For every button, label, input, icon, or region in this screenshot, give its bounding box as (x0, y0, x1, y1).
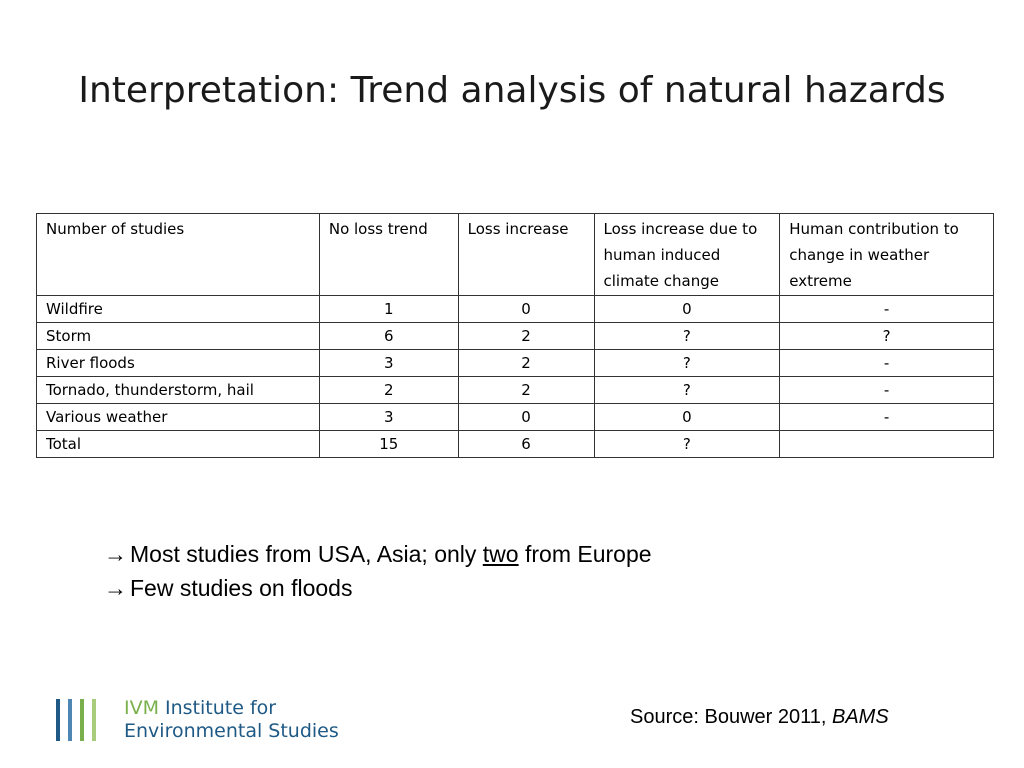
table-cell: ? (593, 349, 781, 377)
logo-bar (68, 699, 72, 741)
header-cell: No loss trend (318, 213, 459, 296)
table-cell: 15 (318, 430, 459, 458)
table-total-row: Total 15 6 ? (36, 430, 994, 458)
bullet-list: → Most studies from USA, Asia; only two f… (104, 537, 652, 605)
table-cell: - (779, 295, 994, 323)
logo-bar (56, 699, 60, 741)
table-cell: 6 (457, 430, 595, 458)
header-cell: Human contribution to change in weather … (779, 213, 994, 296)
table-row: Wildfire 1 0 0 - (36, 295, 994, 323)
table-cell: ? (593, 322, 781, 350)
bullet-text: Most studies from USA, Asia; only (130, 541, 483, 567)
table-row: Tornado, thunderstorm, hail 2 2 ? - (36, 376, 994, 404)
table-cell: 0 (457, 295, 595, 323)
bullet-item: → Most studies from USA, Asia; only two f… (104, 537, 652, 571)
table-cell: 2 (457, 349, 595, 377)
table-cell: 2 (318, 376, 459, 404)
table-row: River floods 3 2 ? - (36, 349, 994, 377)
logo-line1: Institute for (165, 697, 277, 719)
row-label: Tornado, thunderstorm, hail (36, 376, 320, 404)
source-prefix: Source: Bouwer 2011, (630, 706, 832, 728)
row-label: Total (36, 430, 320, 458)
row-label: Storm (36, 322, 320, 350)
logo-line2: Environmental Studies (124, 720, 339, 742)
table-cell: 0 (593, 295, 781, 323)
ivm-logo: IVM Institute for Environmental Studies (56, 697, 376, 745)
logo-bar (92, 699, 96, 741)
table-cell: 3 (318, 349, 459, 377)
logo-bar (80, 699, 84, 741)
row-label: River floods (36, 349, 320, 377)
header-cell: Number of studies (36, 213, 320, 296)
source-journal: BAMS (831, 706, 889, 728)
underlined-word: two (482, 541, 519, 567)
arrow-right-icon: → (104, 541, 127, 567)
table-cell: - (779, 349, 994, 377)
table-cell: 0 (457, 403, 595, 431)
table-cell: ? (593, 376, 781, 404)
table-header-row: Number of studies No loss trend Loss inc… (36, 213, 994, 296)
hazard-studies-table: Number of studies No loss trend Loss inc… (36, 213, 994, 458)
table-cell (779, 430, 994, 458)
table-cell: 6 (318, 322, 459, 350)
table-row: Various weather 3 0 0 - (36, 403, 994, 431)
slide-title: Interpretation: Trend analysis of natura… (78, 70, 946, 111)
logo-abbr: IVM (124, 697, 159, 719)
table-cell: - (779, 376, 994, 404)
row-label: Various weather (36, 403, 320, 431)
table-cell: 1 (318, 295, 459, 323)
header-cell: Loss increase (457, 213, 595, 296)
table-cell: ? (593, 430, 781, 458)
table-cell: 0 (593, 403, 781, 431)
logo-text: IVM Institute for Environmental Studies (124, 697, 339, 743)
bullet-text: Few studies on floods (130, 575, 353, 601)
header-cell: Loss increase due to human induced clima… (593, 213, 781, 296)
bullet-text: from Europe (518, 541, 652, 567)
table-cell: 2 (457, 376, 595, 404)
bullet-item: → Few studies on floods (104, 571, 652, 605)
table-cell: 2 (457, 322, 595, 350)
row-label: Wildfire (36, 295, 320, 323)
arrow-right-icon: → (104, 575, 127, 601)
table-row: Storm 6 2 ? ? (36, 322, 994, 350)
table-cell: 3 (318, 403, 459, 431)
table-cell: - (779, 403, 994, 431)
table-cell: ? (779, 322, 994, 350)
logo-bars-icon (56, 699, 108, 743)
source-citation: Source: Bouwer 2011, BAMS (630, 706, 889, 729)
